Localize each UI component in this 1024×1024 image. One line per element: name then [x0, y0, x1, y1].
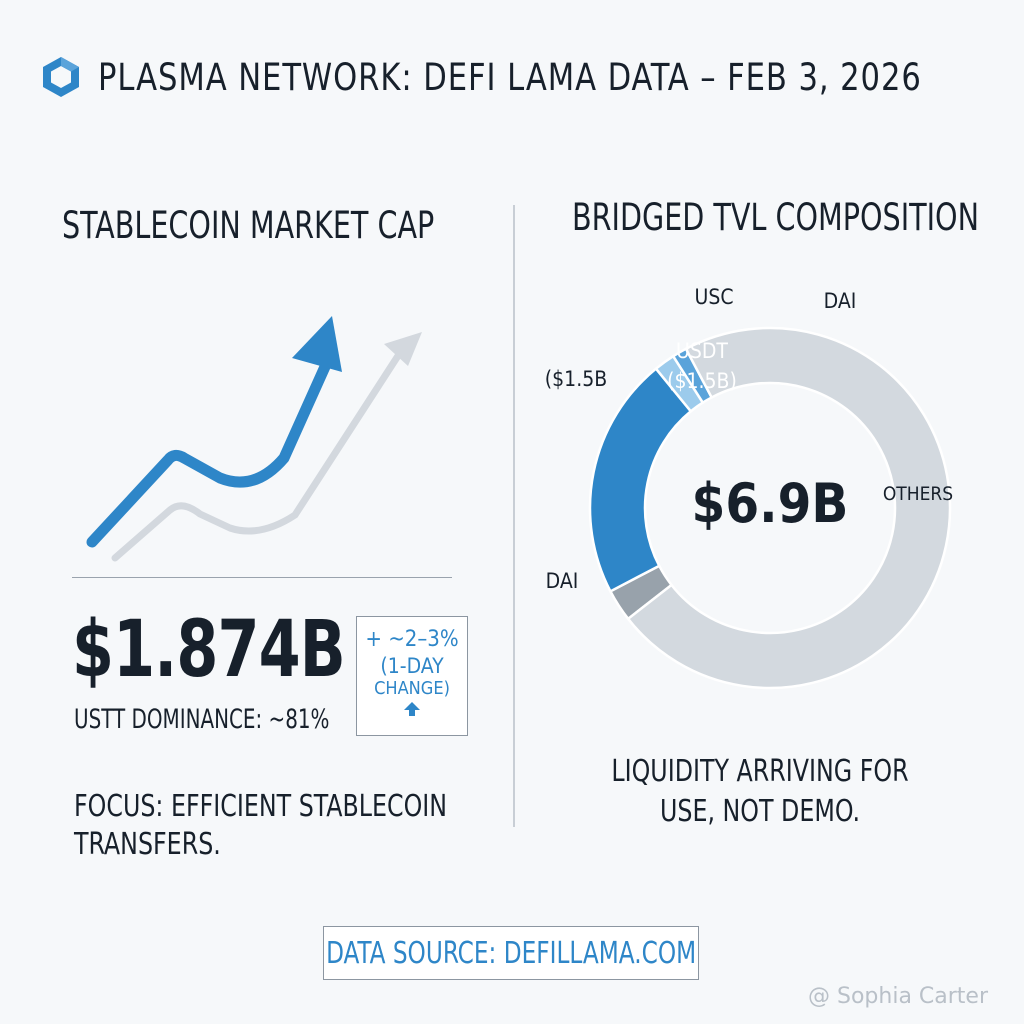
focus-line-2: TRANSFERS. [74, 827, 221, 862]
focus-text: FOCUS: EFFICIENT STABLECOIN TRANSFERS. [74, 788, 448, 864]
watermark: @ Sophia Carter [808, 984, 989, 1009]
slice-others [626, 326, 952, 690]
slice-label-others: OTHERS [883, 483, 953, 505]
slice-value-usdt: ($1.5B) [667, 369, 737, 393]
hexagon-logo-icon [43, 57, 79, 97]
market-cap-value: $1.874B [72, 605, 346, 695]
market-cap-heading: STABLECOIN MARKET CAP [62, 204, 435, 247]
dominance-text: USTT DOMINANCE: ~81% [74, 704, 330, 735]
donut-center-value: $6.9B [692, 472, 849, 535]
vertical-divider [513, 205, 515, 827]
focus-line-1: FOCUS: EFFICIENT STABLECOIN [74, 789, 448, 824]
change-period: (1-DAY [380, 654, 444, 678]
title-text: PLASMA NETWORK: DEFI LAMA DATA – FEB 3, … [98, 55, 922, 99]
liquidity-text: LIQUIDITY ARRIVING FOR USE, NOT DEMO. [560, 752, 960, 832]
page-title: PLASMA NETWORK: DEFI LAMA DATA – FEB 3, … [38, 52, 993, 102]
liquidity-line-2: USE, NOT DEMO. [659, 794, 861, 829]
outer-label-usdt: ($1.5B [545, 367, 607, 391]
outer-label-usc: USC [694, 285, 733, 309]
tvl-heading: BRIDGED TVL COMPOSITION [572, 196, 979, 239]
liquidity-line-1: LIQUIDITY ARRIVING FOR [611, 754, 909, 789]
up-arrow-icon [357, 701, 467, 720]
outer-label-dai-left: DAI [546, 569, 579, 593]
data-source-text: DATA SOURCE: DEFILLAMA.COM [326, 935, 697, 971]
change-label: CHANGE) [374, 678, 450, 699]
slice-usdt [588, 366, 693, 593]
upward-trend-arrow-icon [86, 316, 422, 562]
tvl-donut-chart: $6.9B USDT ($1.5B) USC DAI ($1.5B DAI OT… [545, 285, 953, 690]
horizontal-divider [72, 577, 452, 578]
change-badge: + ~2–3% (1-DAY CHANGE) [356, 616, 468, 736]
data-source-badge: DATA SOURCE: DEFILLAMA.COM [323, 926, 699, 980]
change-percent: + ~2–3% [365, 627, 459, 652]
slice-label-usdt: USDT [676, 339, 728, 363]
outer-label-dai-top: DAI [824, 289, 857, 313]
